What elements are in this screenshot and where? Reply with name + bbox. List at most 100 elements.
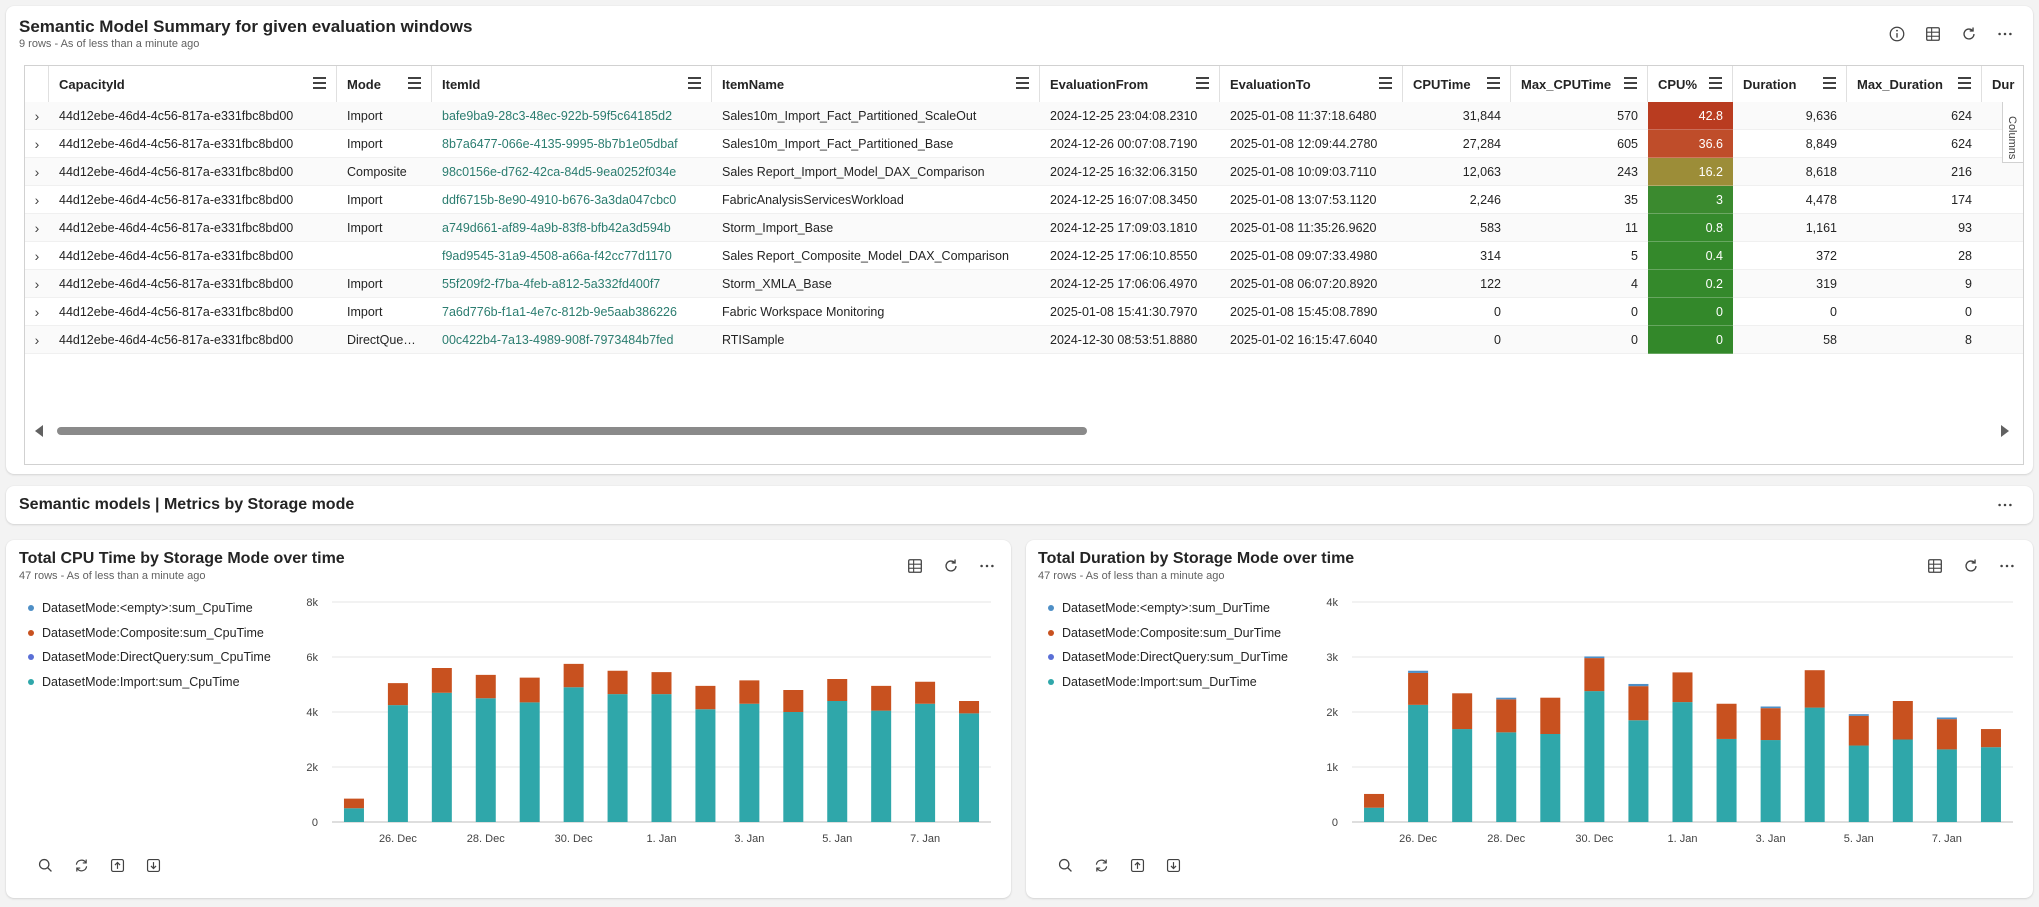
bar-27-dec-series-1[interactable] — [1452, 693, 1473, 730]
bar-30-dec-series-3[interactable] — [563, 687, 584, 822]
bar-29-dec-series-3[interactable] — [1540, 734, 1561, 822]
bar-31-dec-series-1[interactable] — [607, 670, 628, 695]
bar-29-dec-series-1[interactable] — [519, 677, 540, 703]
column-menu-icon[interactable] — [1709, 77, 1722, 90]
bar-28-dec-series-1[interactable] — [475, 674, 496, 699]
column-header-mode[interactable]: Mode — [337, 66, 432, 102]
table-row[interactable]: › 44d12ebe-46d4-4c56-817a-e331fbc8bd00 Imp… — [25, 214, 2023, 242]
column-header-capacityid[interactable]: CapacityId — [49, 66, 337, 102]
table-row[interactable]: › 44d12ebe-46d4-4c56-817a-e331fbc8bd00 Imp… — [25, 102, 2023, 130]
legend-item[interactable]: DatasetMode:<empty>:sum_DurTime — [1048, 596, 1288, 621]
bar-26-dec-series-3[interactable] — [1408, 704, 1429, 822]
column-menu-icon[interactable] — [1379, 77, 1392, 90]
row-expand-chevron-icon[interactable]: › — [25, 186, 49, 214]
table-row[interactable]: › 44d12ebe-46d4-4c56-817a-e331fbc8bd00 Dir… — [25, 326, 2023, 354]
bar-2-jan-series-1[interactable] — [1716, 703, 1737, 739]
bar-3-jan-series-3[interactable] — [739, 703, 760, 822]
legend-item[interactable]: DatasetMode:Composite:sum_CpuTime — [28, 621, 271, 646]
column-menu-icon[interactable] — [1487, 77, 1500, 90]
bar-8-jan-series-1[interactable] — [1980, 729, 2001, 748]
scroll-left-icon[interactable] — [35, 425, 43, 437]
cell-itemid[interactable]: f9ad9545-31a9-4508-a66a-f42cc77d1170 — [432, 242, 712, 270]
bar-5-jan-series-3[interactable] — [827, 701, 848, 822]
bar-1-jan-series-1[interactable] — [651, 672, 672, 695]
scrollbar-thumb[interactable] — [57, 427, 1087, 435]
cell-itemid[interactable]: 98c0156e-d762-42ca-84d5-9ea0252f034e — [432, 158, 712, 186]
cell-itemid[interactable]: 8b7a6477-066e-4135-9995-8b7b1e05dbaf — [432, 130, 712, 158]
cell-itemid[interactable]: ddf6715b-8e90-4910-b676-3a3da047cbc0 — [432, 186, 712, 214]
row-expand-chevron-icon[interactable]: › — [25, 158, 49, 186]
table-view-icon[interactable] — [1921, 22, 1945, 46]
bar-1-jan-series-3[interactable] — [1672, 702, 1693, 822]
bar-8-jan-series-3[interactable] — [1980, 747, 2001, 822]
legend-item[interactable]: DatasetMode:DirectQuery:sum_CpuTime — [28, 645, 271, 670]
bar-31-dec-series-1[interactable] — [1628, 686, 1649, 721]
column-header-max-cputime[interactable]: Max_CPUTime — [1511, 66, 1648, 102]
bar-3-jan-series-3[interactable] — [1760, 740, 1781, 822]
cell-itemid[interactable]: 55f209f2-f7ba-4feb-a812-5a332fd400f7 — [432, 270, 712, 298]
table-view-icon[interactable] — [903, 554, 927, 578]
legend-item[interactable]: DatasetMode:DirectQuery:sum_DurTime — [1048, 645, 1288, 670]
download-icon[interactable] — [1162, 854, 1184, 876]
bar-30-dec-series-1[interactable] — [1584, 658, 1605, 692]
bar-2-jan-series-3[interactable] — [1716, 738, 1737, 822]
columns-panel-tab[interactable]: Columns — [2002, 102, 2023, 163]
row-expand-chevron-icon[interactable]: › — [25, 214, 49, 242]
row-expand-chevron-icon[interactable]: › — [25, 130, 49, 158]
row-expand-chevron-icon[interactable]: › — [25, 298, 49, 326]
upload-icon[interactable] — [1126, 854, 1148, 876]
refresh-icon[interactable] — [939, 554, 963, 578]
bar-7-jan-series-1[interactable] — [1936, 719, 1957, 750]
bar-25-dec-series-3[interactable] — [343, 808, 364, 822]
scroll-right-icon[interactable] — [2001, 425, 2009, 437]
search-icon[interactable] — [1054, 854, 1076, 876]
legend-item[interactable]: DatasetMode:Import:sum_DurTime — [1048, 670, 1288, 695]
bar-7-jan-series-3[interactable] — [1936, 749, 1957, 822]
refresh-icon[interactable] — [1957, 22, 1981, 46]
cell-itemid[interactable]: a749d661-af89-4a9b-83f8-bfb42a3d594b — [432, 214, 712, 242]
horizontal-scrollbar[interactable] — [33, 424, 2013, 438]
bar-28-dec-series-3[interactable] — [1496, 732, 1517, 822]
legend-item[interactable]: DatasetMode:Composite:sum_DurTime — [1048, 621, 1288, 646]
bar-31-dec-series-3[interactable] — [607, 694, 628, 822]
table-row[interactable]: › 44d12ebe-46d4-4c56-817a-e331fbc8bd00 Imp… — [25, 270, 2023, 298]
bar-5-jan-series-0[interactable] — [1848, 714, 1869, 716]
bar-31-dec-series-3[interactable] — [1628, 720, 1649, 822]
bar-27-dec-series-3[interactable] — [1452, 729, 1473, 822]
column-menu-icon[interactable] — [1196, 77, 1209, 90]
bar-4-jan-series-1[interactable] — [1804, 670, 1825, 708]
column-menu-icon[interactable] — [688, 77, 701, 90]
column-header-itemid[interactable]: ItemId — [432, 66, 712, 102]
column-header-cpu-[interactable]: CPU% — [1648, 66, 1733, 102]
bar-29-dec-series-3[interactable] — [519, 702, 540, 822]
bar-26-dec-series-0[interactable] — [1408, 670, 1429, 673]
more-icon[interactable] — [1993, 493, 2017, 517]
bar-26-dec-series-3[interactable] — [387, 705, 408, 822]
row-expand-chevron-icon[interactable]: › — [25, 102, 49, 130]
column-header-itemname[interactable]: ItemName — [712, 66, 1040, 102]
bar-30-dec-series-3[interactable] — [1584, 691, 1605, 822]
bar-29-dec-series-1[interactable] — [1540, 697, 1561, 734]
cell-itemid[interactable]: 00c422b4-7a13-4989-908f-7973484b7fed — [432, 326, 712, 354]
bar-28-dec-series-0[interactable] — [1496, 697, 1517, 700]
column-menu-icon[interactable] — [313, 77, 326, 90]
row-expand-chevron-icon[interactable]: › — [25, 242, 49, 270]
bar-1-jan-series-1[interactable] — [1672, 672, 1693, 703]
bar-26-dec-series-1[interactable] — [1408, 672, 1429, 705]
bar-5-jan-series-1[interactable] — [1848, 715, 1869, 746]
bar-6-jan-series-3[interactable] — [871, 710, 892, 822]
bar-30-dec-series-0[interactable] — [1584, 656, 1605, 659]
bar-5-jan-series-1[interactable] — [827, 679, 848, 701]
bar-7-jan-series-3[interactable] — [915, 703, 936, 822]
table-row[interactable]: › 44d12ebe-46d4-4c56-817a-e331fbc8bd00 Imp… — [25, 298, 2023, 326]
column-header-evaluationto[interactable]: EvaluationTo — [1220, 66, 1403, 102]
more-icon[interactable] — [975, 554, 999, 578]
bar-3-jan-series-0[interactable] — [1760, 706, 1781, 709]
bar-8-jan-series-1[interactable] — [959, 701, 980, 714]
bar-5-jan-series-3[interactable] — [1848, 745, 1869, 822]
bar-1-jan-series-3[interactable] — [651, 694, 672, 822]
legend-item[interactable]: DatasetMode:<empty>:sum_CpuTime — [28, 596, 271, 621]
bar-25-dec-series-3[interactable] — [1364, 807, 1385, 822]
info-icon[interactable] — [1885, 22, 1909, 46]
cell-itemid[interactable]: bafe9ba9-28c3-48ec-922b-59f5c64185d2 — [432, 102, 712, 130]
